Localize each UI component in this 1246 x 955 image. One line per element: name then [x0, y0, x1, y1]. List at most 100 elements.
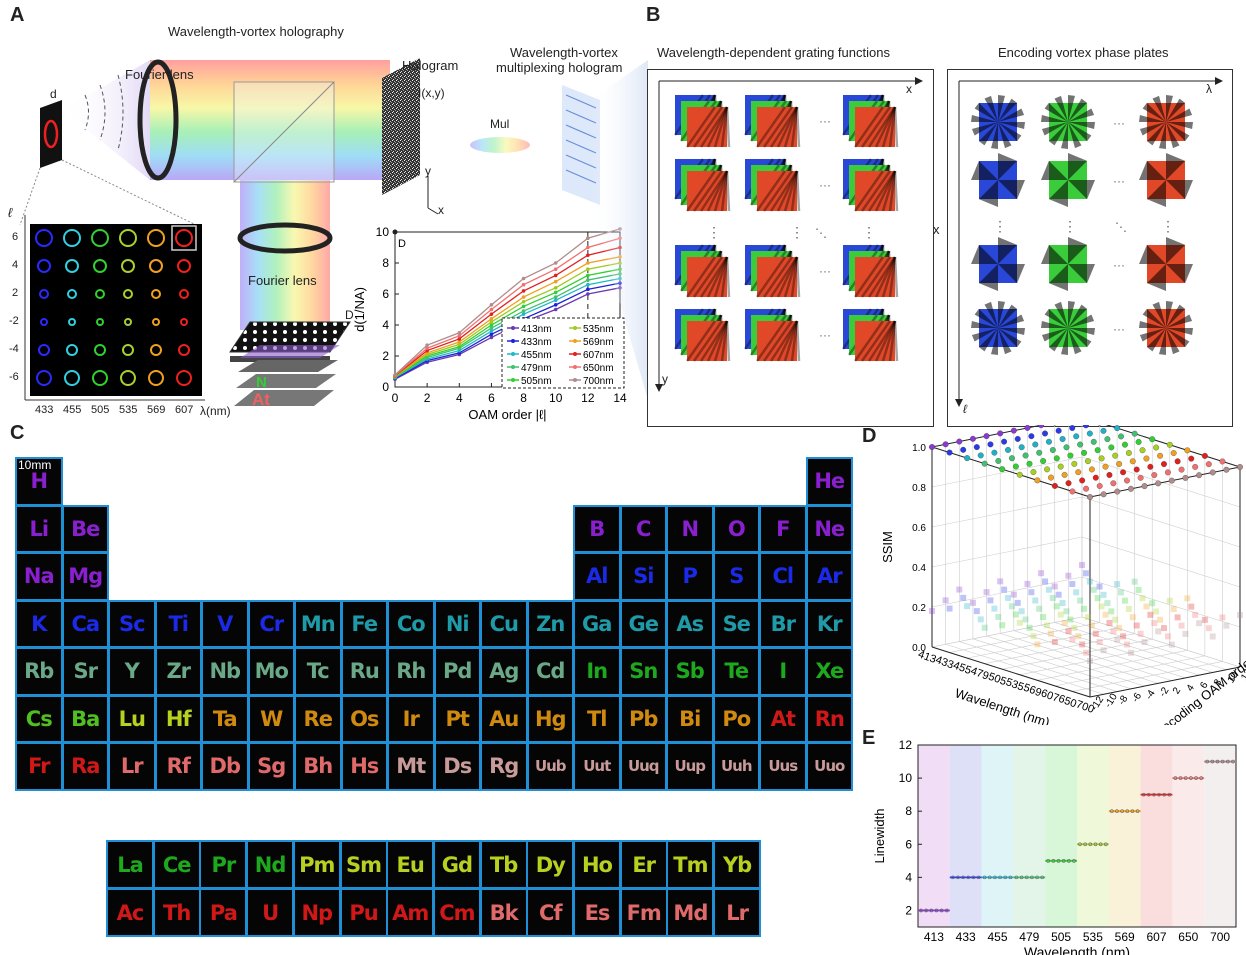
element-symbol: Cm — [439, 900, 475, 925]
ssim-point-low — [1071, 624, 1078, 631]
vortex-segment — [1044, 308, 1068, 328]
element-cell-at: At — [759, 694, 807, 743]
ssim-point-high — [1161, 461, 1167, 468]
element-symbol: Xe — [815, 659, 844, 684]
element-cell-na: Na — [15, 552, 63, 601]
vortex-segment — [1166, 122, 1193, 129]
ssim-point-low — [1061, 619, 1068, 626]
ssim-point-high — [1139, 447, 1146, 454]
data-point — [521, 312, 526, 316]
element-symbol: Ta — [212, 706, 238, 731]
element-cell-tl: Tl — [573, 694, 621, 743]
element-symbol: Rf — [166, 754, 191, 779]
vortex-segment — [1139, 122, 1166, 136]
element-cell-hg: Hg — [526, 694, 574, 743]
grating-stripe — [795, 256, 801, 298]
vortex-segment — [998, 328, 1022, 348]
element-symbol: Be — [71, 516, 100, 541]
ssim-point-low — [1082, 570, 1089, 577]
ssim-point-low — [1137, 630, 1144, 637]
y-tick-label: 6 — [382, 287, 389, 301]
vortex-segment — [971, 115, 998, 122]
sample-point — [1110, 809, 1114, 813]
lambda-tick: 455 — [63, 404, 82, 416]
ssim-point-high — [1065, 480, 1072, 487]
vortex-ring — [91, 229, 109, 247]
ellipsis-diagonal: ⋱ — [815, 226, 827, 240]
grid-line — [1081, 536, 1241, 588]
y-tick-label: 4 — [905, 870, 912, 884]
grating-stripe — [776, 106, 799, 148]
element-symbol: Sm — [345, 852, 382, 877]
vortex-ring — [36, 370, 52, 386]
vortex-segment — [1044, 102, 1068, 122]
ssim-point-high — [946, 449, 953, 456]
element-cell-cd: Cd — [526, 647, 574, 696]
vortex-ring — [175, 229, 193, 247]
vortex-ring — [119, 229, 137, 247]
oam-tick-label: 8 — [1212, 677, 1225, 688]
periodic-table: 10mm H He Li Be B C N O F Ne Na Mg Al Si P S Cl Ar K Ca Sc Ti… — [15, 457, 853, 794]
element-cell-uuh: Uuh — [712, 742, 760, 791]
vortex-segment — [998, 108, 1025, 122]
element-symbol: Pb — [629, 706, 658, 731]
sample-point — [1135, 809, 1140, 813]
sample-point — [1231, 759, 1235, 764]
sample-point — [1072, 859, 1076, 863]
vortex-segment — [1166, 237, 1186, 264]
data-point — [553, 307, 558, 312]
grating-stripe — [853, 106, 885, 148]
grating-stripe — [783, 106, 799, 148]
wavelength-band — [1077, 745, 1109, 927]
vortex-segment — [1048, 328, 1068, 352]
ssim-point-high — [1127, 485, 1134, 492]
z-tick-label: 0.6 — [912, 523, 926, 534]
ssim-point-low — [1055, 591, 1062, 598]
grating-stripe — [713, 320, 729, 362]
vortex-segment — [978, 180, 998, 207]
vortex-segment — [971, 244, 998, 264]
vortex-ring — [124, 318, 132, 326]
ssim-point-low — [1108, 608, 1115, 615]
element-cell-xe: Xe — [805, 647, 853, 696]
ssim-point-high — [1102, 463, 1109, 470]
element-symbol: Ce — [162, 852, 192, 877]
ssim-point-high — [1131, 430, 1138, 437]
ssim-point-high — [1164, 469, 1171, 476]
data-point — [489, 326, 494, 330]
panel-label-c: C — [10, 422, 25, 444]
vortex-segment — [1139, 244, 1166, 264]
element-symbol: Cs — [25, 706, 53, 731]
grid-line — [984, 633, 1135, 664]
element-symbol: Bi — [679, 706, 701, 731]
grating-square — [757, 321, 797, 361]
element-symbol: Nd — [254, 852, 287, 877]
scale-bar-label: 10mm — [18, 458, 52, 472]
ssim-point-low — [1047, 630, 1054, 637]
element-cell-uup: Uup — [666, 742, 714, 791]
ssim-point-low — [1114, 581, 1121, 588]
ssim-point-low — [1100, 591, 1107, 598]
sample-point — [1078, 842, 1082, 847]
wavelength-tick-label: 505 — [987, 671, 1008, 689]
grating-stripe — [713, 256, 729, 298]
ssim-point-high — [1201, 452, 1208, 459]
grid-line — [1081, 576, 1241, 628]
svg-text:At: At — [252, 390, 270, 409]
ssim-point-high — [1209, 469, 1216, 476]
object-d-label: d — [50, 87, 57, 101]
grating-stripe — [881, 170, 897, 212]
grating-stripe — [692, 170, 724, 212]
ssim-point-high — [1036, 449, 1043, 456]
element-cell-np: Np — [292, 888, 341, 937]
grating-stripe — [769, 256, 799, 298]
element-symbol: Mt — [396, 754, 426, 779]
grid-line — [1068, 619, 1227, 671]
data-point — [521, 295, 526, 299]
ssim-point-high — [991, 449, 998, 456]
vortex-segment — [1068, 98, 1088, 122]
ssim-point-low — [1016, 619, 1023, 626]
element-cell-kr: Kr — [805, 599, 853, 648]
data-point — [457, 334, 462, 338]
vortex-segment — [974, 102, 998, 122]
